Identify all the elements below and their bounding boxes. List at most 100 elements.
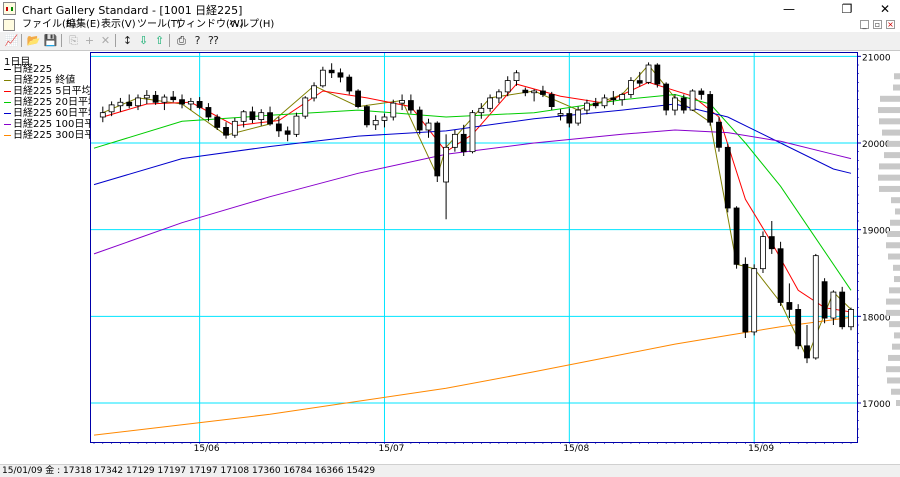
candle-body	[768, 236, 775, 250]
legend-panel: 1日目 日経225 日経225 終値 日経225 5日平均 日経225 20日平…	[0, 52, 104, 464]
candle-body	[381, 116, 388, 121]
candle-body	[628, 80, 634, 95]
volume-profile-bar	[893, 264, 900, 271]
mdi-minimize-button[interactable]: _	[860, 20, 869, 29]
help-icon[interactable]: ?	[194, 34, 201, 47]
volume-profile-bar	[882, 129, 900, 136]
candle-body	[812, 255, 819, 359]
candle-body	[328, 69, 335, 74]
app-icon[interactable]	[3, 2, 16, 15]
candle-body	[724, 146, 731, 209]
legend-swatch	[4, 112, 11, 114]
crosshair-icon[interactable]: +	[84, 34, 95, 47]
volume-profile-bar	[892, 343, 900, 350]
candle-body	[275, 123, 282, 132]
candle-body	[434, 122, 441, 177]
candle-body	[663, 83, 670, 111]
candle-body	[645, 64, 652, 83]
legend-swatch	[4, 123, 11, 125]
save-icon[interactable]: 💾	[43, 34, 58, 47]
candle-body	[689, 90, 696, 111]
candle-body	[548, 94, 555, 108]
menu-window[interactable]: ウィンドウ(W)	[176, 19, 244, 30]
candle-body	[143, 94, 150, 99]
candle-body	[654, 64, 661, 85]
candle-body	[425, 122, 432, 131]
candle-body	[601, 97, 608, 107]
candle-body	[355, 90, 361, 108]
volume-profile-bar	[878, 107, 900, 114]
candle-body	[672, 97, 678, 111]
menu-view[interactable]: 表示(V)	[101, 19, 136, 30]
candle-body	[540, 90, 546, 95]
menu-file[interactable]: ファイル(F)	[22, 19, 76, 30]
arrow-up-icon[interactable]: ⇧	[154, 34, 165, 47]
volume-profile-bar	[887, 140, 900, 147]
candle-body	[267, 112, 273, 125]
status-bar: 15/01/09 金 : 17318 17342 17129 17197 171…	[0, 464, 900, 477]
candle-body	[592, 102, 599, 107]
candle-body	[460, 133, 467, 153]
print-icon[interactable]: ⎙	[177, 34, 186, 47]
menu-tools[interactable]: ツール(T)	[137, 19, 181, 30]
menu-help[interactable]: ヘルプ(H)	[229, 19, 275, 30]
candle-body	[416, 109, 423, 131]
candle-body	[848, 308, 854, 328]
legend-title: 1日目	[4, 57, 31, 68]
legend-item: 日経225 20日平均	[4, 97, 98, 108]
candle-body	[179, 99, 185, 105]
legend-label: 日経225 100日平均	[13, 119, 105, 130]
maximize-button[interactable]: ❐	[841, 2, 853, 16]
volume-profile-bar	[887, 231, 900, 237]
volume-profile-bar	[878, 174, 900, 181]
candle-body	[302, 97, 309, 117]
chart-new-icon[interactable]: 📈	[4, 34, 19, 47]
mdi-restore-button[interactable]: ▫	[873, 20, 882, 29]
candle-body	[636, 80, 643, 84]
candle-body	[760, 236, 766, 270]
candle-body	[258, 112, 265, 121]
context-help-icon[interactable]: ⁇	[208, 34, 219, 47]
candle-body	[152, 94, 159, 103]
candle-body	[496, 91, 502, 99]
toolbar-separator	[61, 34, 62, 47]
candle-body	[372, 120, 379, 126]
candle-body	[399, 100, 405, 104]
volume-profile-bar	[888, 253, 900, 260]
volume-profile	[878, 73, 900, 406]
volume-profile-bar	[886, 366, 900, 373]
close-button[interactable]: ✕	[879, 2, 891, 16]
volume-profile-bar	[893, 84, 900, 91]
open-folder-icon[interactable]: 📂	[26, 34, 41, 47]
mdi-close-button[interactable]: ×	[886, 20, 895, 29]
candle-body	[214, 116, 221, 128]
volume-profile-bar	[886, 298, 900, 305]
candle-body	[311, 85, 317, 99]
minimize-button[interactable]: —	[783, 2, 795, 16]
candle-body	[487, 97, 494, 109]
legend-item: 日経225 5日平均	[4, 86, 92, 97]
candle-body	[451, 133, 458, 148]
legend-label: 日経225 5日平均	[13, 86, 92, 97]
arrow-down-icon[interactable]: ⇩	[138, 34, 149, 47]
toolbar-separator	[115, 34, 116, 47]
candle-body	[170, 96, 177, 101]
volume-profile-bar	[895, 208, 900, 215]
volume-profile-bar	[879, 163, 900, 170]
candle-body	[733, 207, 740, 265]
candle-body	[786, 302, 793, 310]
scale-icon[interactable]: ↕	[122, 34, 133, 47]
y-tick-label: 19000	[862, 227, 891, 237]
plot-frame	[90, 52, 858, 443]
menu-edit[interactable]: 編集(E)	[66, 19, 101, 30]
copy-icon[interactable]: ⎘	[69, 34, 78, 47]
stock-chart[interactable]: 21000 20000 19000 18000 17000 15/06 15/07 15/08…	[90, 52, 900, 464]
document-icon[interactable]	[3, 19, 15, 31]
candlesticks	[99, 62, 854, 364]
volume-profile-bar	[890, 219, 900, 226]
candle-body	[795, 308, 802, 347]
candle-body	[443, 146, 449, 183]
volume-profile-bar	[886, 242, 900, 249]
delete-icon[interactable]: ✕	[100, 34, 111, 47]
legend-swatch	[4, 134, 11, 136]
